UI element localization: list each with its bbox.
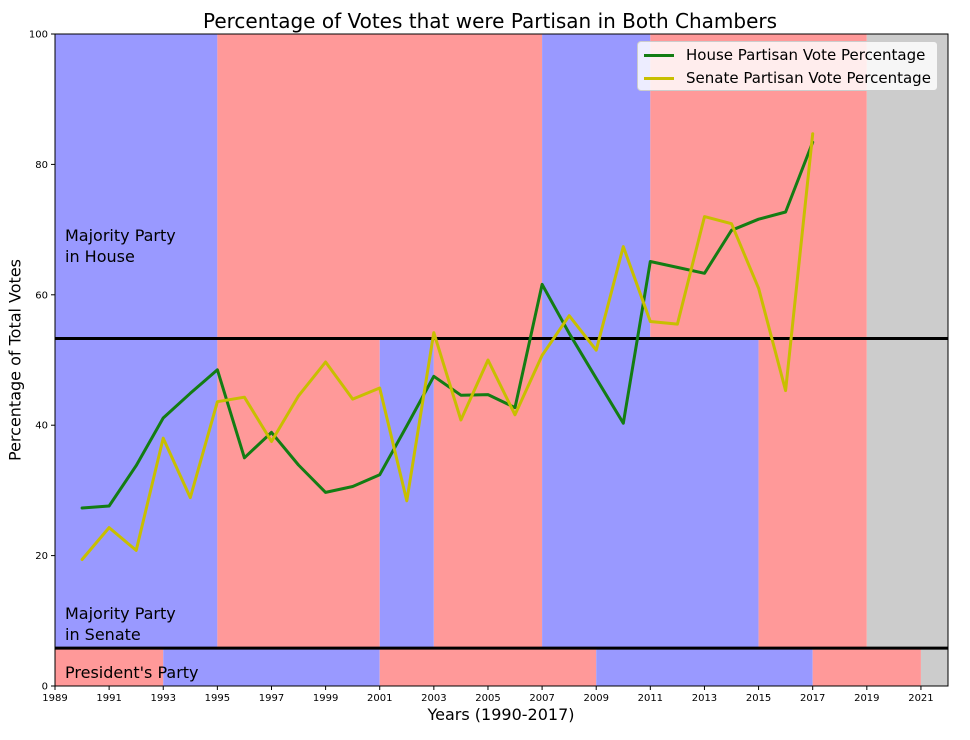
y-tick-label: 60 (35, 290, 48, 301)
x-tick-label: 2015 (746, 693, 771, 704)
senate-band-2015-2019 (758, 338, 867, 649)
x-tick-label: 2007 (529, 693, 554, 704)
y-tick-label: 80 (35, 160, 48, 171)
chart-title: Percentage of Votes that were Partisan i… (202, 9, 778, 33)
x-tick-label: 1997 (259, 693, 284, 704)
house-band-2007-2011 (542, 34, 651, 339)
x-tick-label: 2009 (583, 693, 608, 704)
y-tick-label: 0 (42, 682, 48, 693)
senate-series-line (80, 132, 815, 561)
legend-swatch-house (644, 53, 674, 57)
legend-label-senate: Senate Partisan Vote Percentage (686, 69, 931, 87)
y-axis-label: Percentage of Total Votes (5, 259, 25, 461)
senate-band-label: Majority Party in Senate (65, 604, 176, 644)
president-band-1989-1993 (55, 648, 164, 686)
legend: House Partisan Vote Percentage Senate Pa… (637, 41, 938, 91)
x-tick-label: 2011 (638, 693, 663, 704)
president-band-2001-2009 (379, 648, 597, 686)
x-axis: 1989 1991 1993 1995 1997 1999 2001 2003 2005 2007… (42, 686, 934, 704)
senate-band-2019-2022 (866, 338, 948, 649)
x-tick-label: 2019 (854, 693, 879, 704)
president-band-2009-2017 (596, 648, 813, 686)
x-tick-label: 1991 (96, 693, 121, 704)
x-tick-label: 1999 (313, 693, 338, 704)
x-tick-label: 2001 (367, 693, 392, 704)
plot-frame (54, 33, 949, 687)
president-band-1993-2001 (163, 648, 380, 686)
senate-band-1995-2001 (217, 338, 380, 649)
house-band-1989-1995 (55, 34, 218, 339)
x-tick-label: 2017 (800, 693, 825, 704)
x-tick-label: 1993 (151, 693, 176, 704)
y-tick-label: 20 (35, 551, 48, 562)
president-band-2021-2022 (920, 648, 948, 686)
legend-item-senate: Senate Partisan Vote Percentage (644, 68, 931, 88)
x-axis-label: Years (1990-2017) (427, 705, 575, 724)
legend-swatch-senate (644, 76, 674, 80)
x-tick-label: 1995 (205, 693, 230, 704)
series-lines (80, 132, 815, 561)
band-dividers (55, 336, 948, 650)
senate-band-2007-2015 (542, 338, 759, 649)
x-tick-label: 2013 (692, 693, 717, 704)
legend-item-house: House Partisan Vote Percentage (644, 45, 925, 65)
president-band-2017-2021 (812, 648, 921, 686)
house-band-1995-2007 (217, 34, 543, 339)
house-band-label: Majority Party in House (65, 226, 176, 266)
x-tick-label: 2003 (421, 693, 446, 704)
president-band-label: President's Party (65, 663, 199, 682)
party-bands (55, 34, 948, 686)
x-tick-label: 2021 (908, 693, 933, 704)
y-axis: 0 20 40 60 80 100 (29, 30, 55, 693)
legend-label-house: House Partisan Vote Percentage (686, 46, 926, 64)
y-tick-label: 100 (29, 30, 48, 41)
x-tick-label: 1989 (42, 693, 67, 704)
y-tick-label: 40 (35, 421, 48, 432)
x-tick-label: 2005 (475, 693, 500, 704)
